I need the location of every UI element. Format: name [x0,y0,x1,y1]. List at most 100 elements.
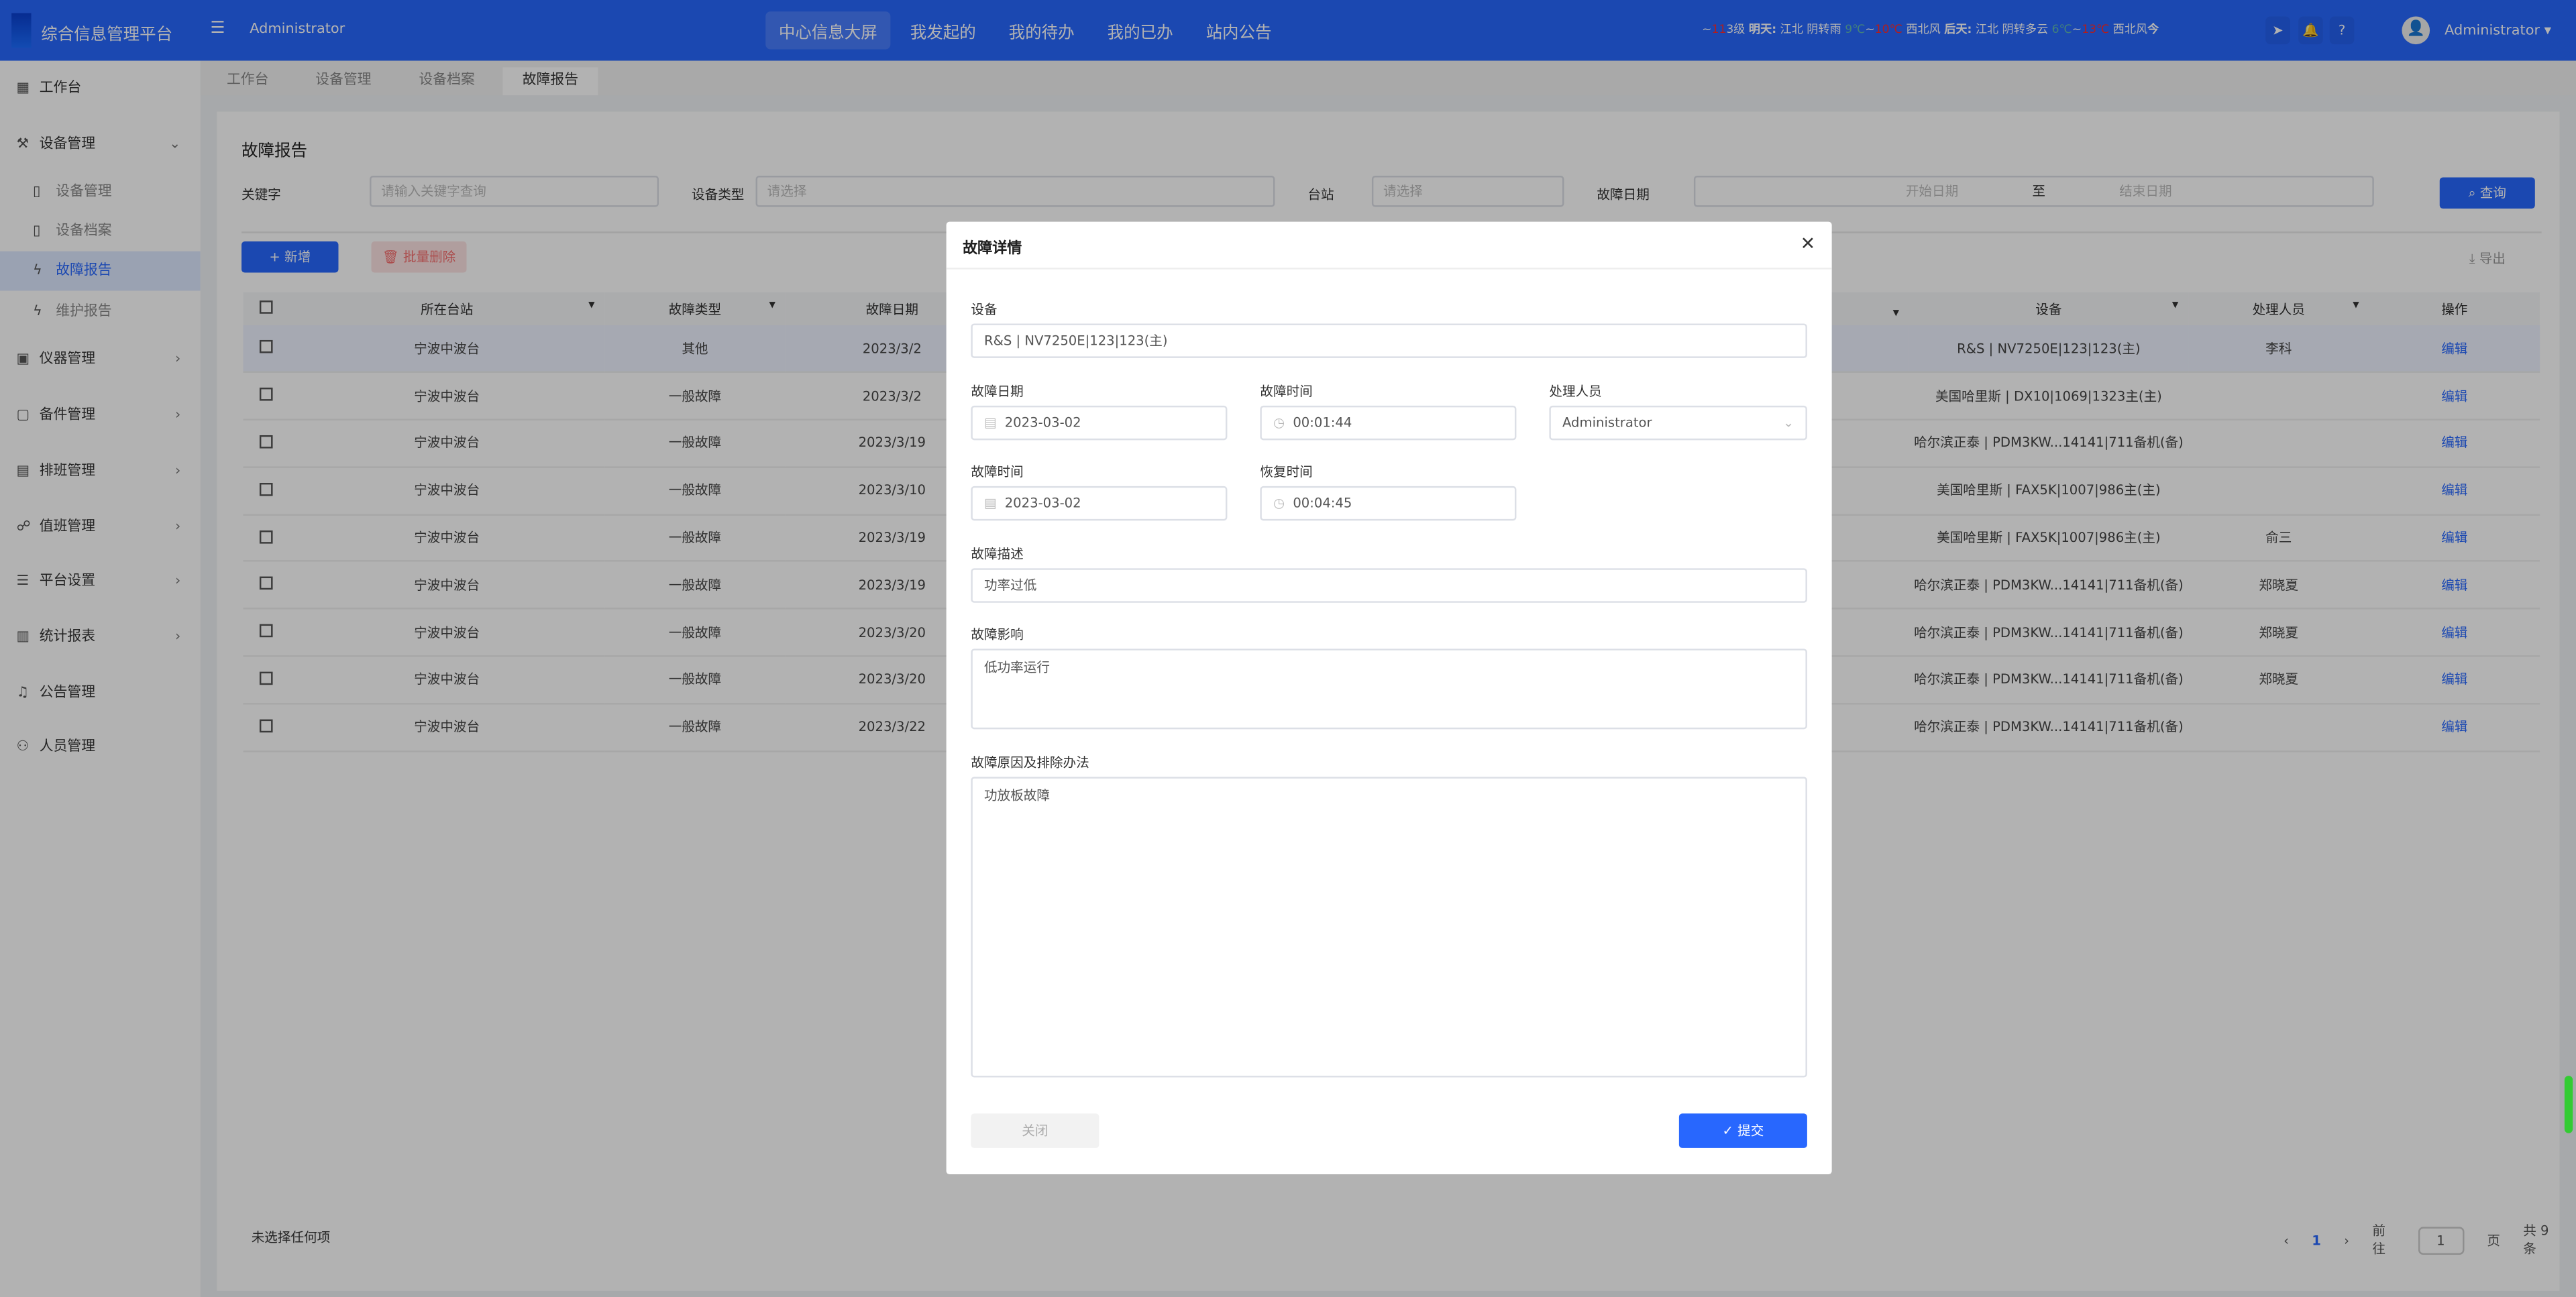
close-icon[interactable]: ✕ [1800,233,1816,255]
weather-text: 江北 阴转雨 [1776,23,1845,36]
dialog-title: 故障详情 [963,241,1022,258]
row-checkbox[interactable] [243,467,290,516]
page-1[interactable]: 1 [2312,1232,2321,1248]
row-checkbox[interactable] [243,561,290,610]
nav-announcements[interactable]: 站内公告 [1205,24,1272,43]
row-checkbox[interactable] [243,419,290,468]
handler-label: 处理人员 [1549,384,1602,400]
station-cell: 宁波中波台 [289,561,605,610]
sidebar-item-reports[interactable]: ▥ 统计报表 › [0,618,201,657]
scrollbar[interactable] [2564,1076,2573,1133]
fault-date-label: 故障日期 [1597,187,1650,203]
handler-cell [2188,703,2369,752]
handler-select[interactable]: Administrator ⌄ [1549,405,1807,441]
chevron-right-icon: › [175,351,181,368]
sidebar-item-device-list[interactable]: ▯ 设备管理 [0,172,201,212]
sidebar-item-personnel[interactable]: ⚇ 人员管理 [0,728,201,767]
prev-page-icon[interactable]: ‹ [2284,1232,2289,1248]
sidebar-item-settings[interactable]: ☰ 平台设置 › [0,562,201,602]
edit-link[interactable]: 编辑 [2369,656,2540,705]
sidebar-item-spares[interactable]: ▢ 备件管理 › [0,396,201,435]
device-cell: 哈尔滨正泰 | PDM3KW...14141|711备机(备) [1909,703,2189,752]
fault-time-label: 故障时间 [1260,384,1313,400]
sidebar-item-label: 工作台 [39,80,82,97]
row-checkbox[interactable] [243,325,290,374]
user-menu[interactable]: Administrator ▾ [2445,23,2552,40]
query-button[interactable]: ⌕ 查询 [2439,177,2535,209]
fault-date-field[interactable]: ▤ 2023-03-02 [971,405,1228,441]
edit-link[interactable]: 编辑 [2369,561,2540,610]
col-fault-type[interactable]: 故障类型 ▼ [604,292,786,325]
duty-icon: ☍ [16,518,31,536]
sidebar-item-label: 故障报告 [56,262,112,280]
sidebar-item-workbench[interactable]: ▦ 工作台 [0,69,201,109]
edit-link[interactable]: 编辑 [2369,325,2540,374]
export-button[interactable]: ⤓ 导出 [2469,249,2506,268]
edit-link[interactable]: 编辑 [2369,703,2540,752]
sidebar-item-device-archive[interactable]: ▯ 设备档案 [0,212,201,251]
edit-link[interactable]: 编辑 [2369,514,2540,563]
select-all-checkbox[interactable] [243,292,290,325]
desc-label: 故障描述 [971,547,1024,562]
nav-initiated[interactable]: 我发起的 [910,24,976,43]
add-button[interactable]: + 新增 [241,241,339,273]
edit-link[interactable]: 编辑 [2369,372,2540,421]
edit-link[interactable]: 编辑 [2369,467,2540,516]
nav-big-screen[interactable]: 中心信息大屏 [765,11,891,50]
sidebar-item-duty[interactable]: ☍ 值班管理 › [0,508,201,547]
fault-time-field[interactable]: ◷ 00:01:44 [1260,405,1517,441]
impact-textarea[interactable]: 低功率运行 [971,648,1807,730]
col-device[interactable]: 设备 ▼ [1909,292,2189,325]
batch-delete-button[interactable]: 🗑 批量删除 [371,241,467,273]
sidebar-item-scheduling[interactable]: ▤ 排班管理 › [0,451,201,491]
recover-time-field[interactable]: ◷ 00:04:45 [1260,486,1517,521]
bolt-icon: ϟ [32,262,42,280]
avatar[interactable]: 👤 [2402,16,2430,45]
submit-button[interactable]: ✓ 提交 [1678,1113,1807,1148]
start-date[interactable]: 开始日期 [1905,184,1959,199]
desc-field[interactable]: 功率过低 [971,568,1807,603]
row-checkbox[interactable] [243,656,290,705]
col-handler[interactable]: 处理人员 ▼ [2188,292,2369,325]
menu-toggle-icon[interactable]: ☰ [210,19,225,38]
device-type-select[interactable]: 请选择 [755,176,1275,207]
col-station[interactable]: 所在台站 ▼ [289,292,605,325]
device-field[interactable]: R&S | NV7250E|123|123(主) [971,323,1807,358]
row-checkbox[interactable] [243,372,290,421]
sidebar-item-fault-report[interactable]: ϟ 故障报告 [0,251,201,291]
page-unit: 页 [2487,1232,2500,1248]
station-cell: 宁波中波台 [289,609,605,657]
next-page-icon[interactable]: › [2344,1232,2350,1248]
row-checkbox[interactable] [243,703,290,752]
nav-todo[interactable]: 我的待办 [1008,24,1075,43]
tab-bar: 工作台 设备管理 设备档案 故障报告 [200,60,2576,96]
goto-page-input[interactable]: 1 [2417,1226,2465,1254]
fault-date2-field[interactable]: ▤ 2023-03-02 [971,486,1228,521]
help-icon[interactable]: ? [2329,16,2355,45]
bell-icon[interactable]: 🔔 [2298,16,2323,45]
sidebar-item-maintenance-report[interactable]: ϟ 维护报告 [0,292,201,332]
tab-workbench[interactable]: 工作台 [226,72,269,89]
fault-type-cell: 一般故障 [604,703,786,752]
row-checkbox[interactable] [243,514,290,563]
sidebar-item-label: 设备管理 [39,136,96,153]
sidebar-item-device-mgmt[interactable]: ⚒ 设备管理 ⌄ [0,125,201,164]
edit-link[interactable]: 编辑 [2369,419,2540,468]
edit-link[interactable]: 编辑 [2369,609,2540,657]
station-select[interactable]: 请选择 [1371,176,1564,207]
sidebar-item-instruments[interactable]: ▣ 仪器管理 › [0,340,201,380]
tab-device-mgmt[interactable]: 设备管理 [315,72,372,89]
tab-fault-report[interactable]: 故障报告 [502,67,598,96]
row-checkbox[interactable] [243,609,290,657]
cause-textarea[interactable]: 功放板故障 [971,777,1807,1078]
fault-type-cell: 一般故障 [604,419,786,468]
tab-device-archive[interactable]: 设备档案 [419,72,475,89]
nav-done[interactable]: 我的已办 [1107,24,1173,43]
end-date[interactable]: 结束日期 [2119,184,2172,199]
send-icon[interactable]: ➤ [2265,16,2290,45]
keyword-input[interactable]: 请输入关键字查询 [370,176,659,207]
close-button[interactable]: 关闭 [971,1113,1099,1148]
sidebar-item-announcements[interactable]: ♫ 公告管理 [0,673,201,713]
fault-type-cell: 一般故障 [604,656,786,705]
date-range-picker[interactable]: 开始日期 至 结束日期 [1693,176,2374,207]
